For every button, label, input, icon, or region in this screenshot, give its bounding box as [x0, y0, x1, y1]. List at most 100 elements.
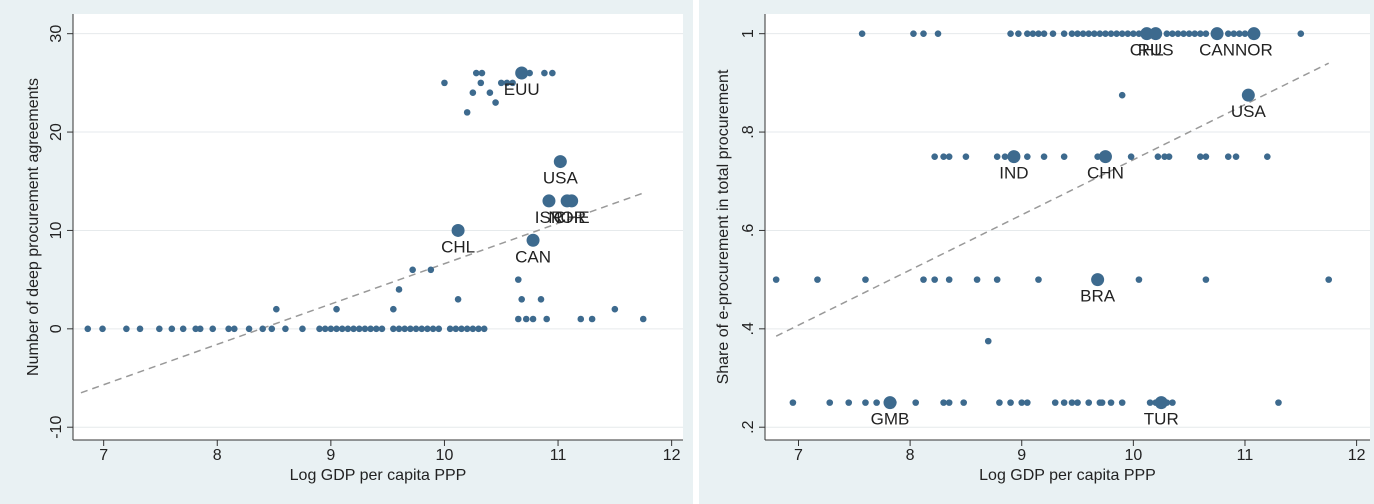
- point: [1068, 399, 1076, 406]
- x-tick-label: 10: [1124, 447, 1142, 464]
- point: [1098, 399, 1106, 406]
- point: [1060, 30, 1068, 37]
- x-tick-label: 7: [794, 447, 803, 464]
- point: [344, 325, 352, 333]
- point: [1124, 30, 1132, 37]
- point: [409, 266, 416, 274]
- point: [333, 325, 340, 333]
- point: [446, 325, 454, 333]
- point: [245, 325, 253, 333]
- point: [469, 325, 477, 333]
- point: [1230, 30, 1238, 37]
- point: [772, 276, 780, 283]
- point: [993, 276, 1001, 283]
- point: [588, 315, 596, 323]
- x-tick-label: 11: [1237, 447, 1254, 464]
- point: [441, 79, 448, 87]
- point-label: CHL: [1130, 41, 1164, 60]
- x-tick-label: 7: [99, 447, 108, 464]
- point: [1130, 30, 1137, 37]
- point: [1118, 399, 1126, 406]
- point: [367, 325, 374, 333]
- point: [541, 69, 548, 77]
- point: [1074, 399, 1081, 406]
- x-tick-label: 12: [663, 447, 681, 464]
- point: [1224, 153, 1232, 160]
- point: [526, 69, 533, 77]
- point: [514, 315, 522, 323]
- point: [1174, 30, 1182, 37]
- point: [1135, 276, 1143, 283]
- point: [996, 399, 1003, 406]
- point: [1035, 30, 1042, 37]
- point-label: CAN: [1199, 41, 1235, 60]
- point: [543, 315, 550, 323]
- point: [475, 325, 482, 333]
- point: [1024, 153, 1031, 160]
- point: [1146, 399, 1154, 406]
- point: [273, 305, 280, 313]
- point-label: EUU: [504, 80, 540, 99]
- y-axis-label: Number of deep procurement agreements: [25, 78, 42, 376]
- point: [910, 30, 917, 37]
- labeled-point: [1154, 396, 1168, 410]
- point: [1035, 276, 1042, 283]
- point: [458, 325, 465, 333]
- labeled-point: [1247, 27, 1261, 41]
- point: [1079, 30, 1087, 37]
- y-tick-label: 1: [740, 29, 757, 38]
- point-label: CHE: [554, 208, 590, 227]
- labeled-point: [1007, 150, 1021, 164]
- point: [920, 276, 927, 283]
- point: [395, 286, 403, 293]
- point: [1154, 153, 1162, 160]
- point: [873, 399, 880, 406]
- point-label: CHN: [1087, 164, 1124, 183]
- point: [259, 325, 267, 333]
- point: [529, 315, 537, 323]
- point: [931, 153, 938, 160]
- point: [826, 399, 834, 406]
- point: [912, 399, 919, 406]
- point: [931, 276, 938, 283]
- point: [454, 296, 462, 303]
- plot-area: [765, 14, 1370, 440]
- y-tick-label: .2: [740, 420, 757, 433]
- point: [168, 325, 176, 333]
- y-tick-label: 20: [48, 123, 65, 141]
- point-label: CHL: [441, 237, 475, 256]
- point: [469, 89, 477, 97]
- fit-line: [80, 192, 644, 394]
- y-tick-label: -10: [48, 416, 65, 439]
- point: [268, 325, 276, 333]
- point: [424, 325, 431, 333]
- point: [225, 325, 232, 333]
- y-tick-label: 0: [48, 324, 65, 333]
- point: [1202, 153, 1210, 160]
- labeled-point: [1241, 88, 1255, 102]
- point: [1007, 30, 1014, 37]
- point: [372, 325, 380, 333]
- point: [1107, 399, 1115, 406]
- point: [1118, 30, 1126, 37]
- labeled-point: [1149, 27, 1163, 41]
- point: [1040, 153, 1048, 160]
- point: [1085, 30, 1093, 37]
- point: [1107, 30, 1115, 37]
- point: [1024, 399, 1031, 406]
- labeled-point: [515, 66, 529, 80]
- point: [549, 69, 556, 77]
- point: [390, 305, 397, 313]
- point: [192, 325, 199, 333]
- point: [503, 79, 511, 87]
- point-label: TUR: [1144, 410, 1179, 429]
- point: [179, 325, 187, 333]
- labeled-point: [565, 194, 579, 208]
- point-label: NOR: [1235, 41, 1273, 60]
- point: [401, 325, 408, 333]
- point: [518, 296, 525, 303]
- point: [1165, 153, 1173, 160]
- point: [1169, 30, 1176, 37]
- point: [1169, 399, 1176, 406]
- point: [858, 30, 866, 37]
